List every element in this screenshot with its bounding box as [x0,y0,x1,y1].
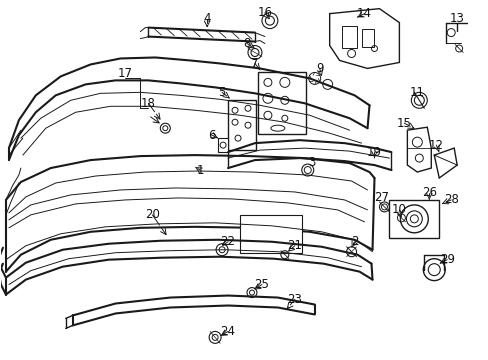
Text: 13: 13 [449,12,464,25]
Text: 15: 15 [396,117,411,130]
Bar [258,72,305,134]
Polygon shape [407,127,430,172]
Text: 2: 2 [350,235,358,248]
Text: 6: 6 [208,129,215,142]
Text: 26: 26 [421,186,436,199]
Text: 11: 11 [409,86,424,99]
Text: 9: 9 [315,62,323,75]
Text: 19: 19 [366,145,381,159]
Text: 29: 29 [439,253,454,266]
Bar [227,100,255,150]
Bar [361,28,373,46]
Text: 17: 17 [118,67,133,80]
Polygon shape [329,9,399,68]
Text: 14: 14 [356,7,371,20]
Text: 1: 1 [196,163,203,176]
Text: 12: 12 [428,139,443,152]
Text: 20: 20 [144,208,160,221]
Bar [240,215,301,253]
Bar [388,200,438,238]
Text: 16: 16 [257,6,272,19]
Text: 18: 18 [141,97,156,110]
Bar [341,26,356,48]
Text: 27: 27 [373,192,388,204]
Text: 10: 10 [391,203,406,216]
Text: 21: 21 [287,239,302,252]
Text: 8: 8 [243,37,250,50]
Text: 5: 5 [218,86,225,99]
Text: 22: 22 [220,235,235,248]
Text: 3: 3 [307,156,315,168]
Text: 4: 4 [203,12,210,25]
Text: 28: 28 [443,193,458,206]
Text: 25: 25 [254,278,269,291]
Bar [218,138,227,152]
Text: 24: 24 [220,325,235,338]
Text: 23: 23 [287,293,302,306]
Text: 7: 7 [251,57,258,70]
